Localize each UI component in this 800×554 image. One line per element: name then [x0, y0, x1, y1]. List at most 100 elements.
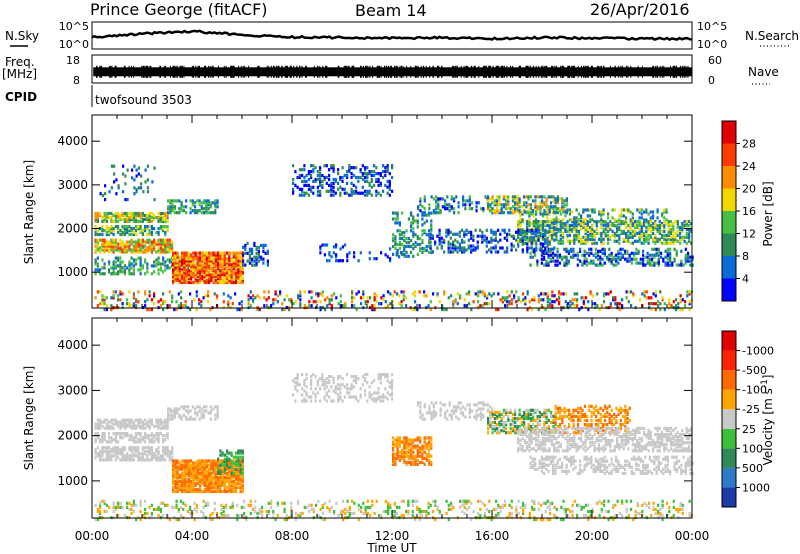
range-time-cell — [146, 213, 149, 218]
range-time-cell — [146, 264, 149, 268]
range-time-cell — [591, 218, 594, 222]
range-time-cell — [603, 251, 606, 255]
range-time-cell — [172, 263, 175, 267]
range-time-cell — [190, 269, 193, 273]
range-time-cell — [210, 251, 213, 255]
range-time-cell — [174, 459, 177, 463]
range-time-cell — [489, 209, 492, 213]
range-time-cell — [103, 272, 106, 276]
range-time-cell — [564, 214, 567, 218]
range-time-cell — [419, 242, 422, 247]
range-time-cell — [205, 280, 208, 285]
range-time-cell — [216, 296, 219, 300]
range-time-cell — [645, 296, 648, 300]
range-time-cell — [281, 308, 284, 312]
range-time-cell — [455, 195, 458, 199]
range-time-cell — [440, 240, 443, 244]
range-time-cell — [201, 477, 204, 481]
range-time-cell — [176, 471, 179, 475]
range-time-cell — [139, 238, 142, 242]
range-time-cell — [545, 261, 548, 265]
range-time-cell — [208, 265, 211, 269]
range-time-cell — [181, 253, 184, 257]
range-time-cell — [176, 263, 179, 267]
range-time-cell — [167, 407, 170, 411]
range-time-cell — [599, 249, 602, 253]
range-time-cell — [568, 223, 571, 228]
range-time-cell — [382, 298, 385, 302]
range-time-cell — [159, 238, 162, 242]
range-time-cell — [519, 214, 522, 218]
range-time-cell — [554, 201, 557, 205]
range-time-cell — [128, 260, 131, 264]
range-time-cell — [219, 465, 222, 469]
range-time-cell — [128, 217, 131, 221]
range-time-cell — [239, 257, 242, 261]
range-time-cell — [123, 217, 126, 221]
range-time-cell — [181, 255, 184, 259]
range-time-cell — [579, 247, 582, 251]
range-time-cell — [230, 489, 233, 494]
range-time-cell — [556, 247, 559, 251]
range-time-cell — [205, 271, 208, 275]
range-time-cell — [141, 454, 144, 458]
range-time-cell — [557, 229, 560, 233]
range-time-cell — [172, 469, 175, 473]
range-time-cell — [517, 244, 520, 248]
range-time-cell — [464, 199, 467, 203]
range-time-cell — [493, 211, 496, 215]
range-time-cell — [196, 251, 199, 255]
range-time-cell — [194, 280, 197, 285]
range-time-cell — [654, 294, 657, 298]
range-time-cell — [559, 239, 562, 243]
range-time-cell — [185, 265, 188, 269]
range-time-cell — [105, 456, 108, 460]
range-time-cell — [664, 249, 667, 253]
station-title: Prince George (fitACF) — [90, 0, 268, 19]
range-time-cell — [470, 250, 473, 254]
range-time-cell — [488, 302, 491, 306]
range-time-cell — [539, 246, 542, 250]
range-time-cell — [525, 201, 528, 205]
range-time-cell — [528, 246, 531, 250]
range-time-cell — [567, 261, 570, 265]
range-time-cell — [228, 473, 231, 477]
range-time-cell — [208, 263, 211, 267]
range-time-cell — [192, 251, 195, 255]
range-time-cell — [463, 250, 466, 254]
range-time-cell — [230, 251, 233, 255]
range-time-cell — [141, 246, 144, 250]
range-time-cell — [597, 257, 600, 261]
range-time-cell — [148, 217, 151, 221]
range-time-cell — [212, 277, 215, 281]
range-time-cell — [543, 263, 546, 267]
range-time-cell — [627, 235, 630, 239]
range-time-cell — [222, 300, 225, 304]
range-time-cell — [174, 265, 177, 269]
range-time-cell — [428, 213, 431, 217]
range-time-cell — [650, 308, 653, 312]
range-time-cell — [187, 471, 190, 475]
range-time-cell — [234, 292, 237, 296]
range-time-cell — [216, 294, 219, 298]
range-time-cell — [230, 275, 233, 279]
range-time-cell — [144, 272, 147, 276]
range-time-cell — [189, 211, 192, 215]
range-time-cell — [185, 263, 188, 267]
range-time-cell — [166, 450, 169, 454]
range-time-cell — [341, 179, 344, 183]
range-time-cell — [663, 208, 666, 212]
range-time-cell — [450, 197, 453, 201]
range-time-cell — [533, 248, 536, 252]
range-time-cell — [148, 232, 151, 237]
range-time-cell — [429, 246, 432, 250]
range-time-cell — [328, 177, 331, 182]
range-time-cell — [667, 222, 670, 226]
range-time-cell — [560, 292, 563, 296]
cpid-label: CPID — [5, 90, 37, 104]
range-time-cell — [512, 234, 515, 238]
range-time-cell — [603, 249, 606, 253]
range-time-cell — [537, 223, 540, 228]
range-time-cell — [688, 292, 691, 296]
range-time-cell — [526, 248, 529, 252]
